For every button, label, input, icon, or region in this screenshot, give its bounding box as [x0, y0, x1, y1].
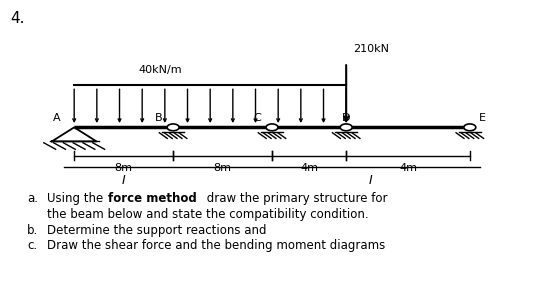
Text: C: C — [254, 113, 261, 123]
Text: B: B — [154, 113, 162, 123]
Text: E: E — [479, 113, 486, 123]
Circle shape — [464, 124, 476, 131]
Circle shape — [167, 124, 179, 131]
Text: 40kN/m: 40kN/m — [139, 65, 183, 75]
Circle shape — [340, 124, 352, 131]
Text: a.: a. — [27, 192, 38, 205]
Text: Using the: Using the — [47, 192, 107, 205]
Text: I: I — [122, 174, 126, 187]
Text: the beam below and state the compatibility condition.: the beam below and state the compatibili… — [47, 208, 369, 221]
Circle shape — [266, 124, 278, 131]
Text: 4m: 4m — [300, 163, 318, 173]
Text: 210kN: 210kN — [353, 44, 389, 54]
Text: A: A — [53, 113, 61, 123]
Text: c.: c. — [27, 239, 38, 252]
Text: draw the primary structure for: draw the primary structure for — [203, 192, 387, 205]
Text: Draw the shear force and the bending moment diagrams: Draw the shear force and the bending mom… — [47, 239, 385, 252]
Text: I: I — [369, 174, 373, 187]
Text: 8m: 8m — [115, 163, 133, 173]
Text: force method: force method — [108, 192, 196, 205]
Text: D: D — [342, 113, 350, 123]
Text: Determine the support reactions and: Determine the support reactions and — [47, 224, 267, 237]
Text: 8m: 8m — [214, 163, 232, 173]
Text: 4.: 4. — [10, 11, 24, 26]
Text: b.: b. — [27, 224, 39, 237]
Text: 4m: 4m — [399, 163, 417, 173]
